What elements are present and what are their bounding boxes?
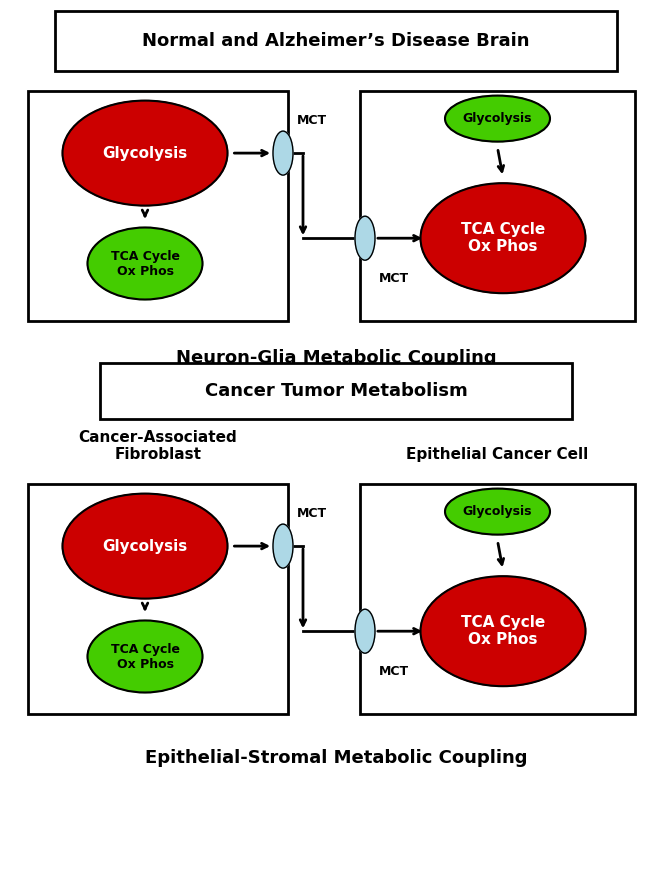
Text: Glycolysis: Glycolysis [463, 112, 532, 125]
Ellipse shape [62, 494, 228, 599]
FancyBboxPatch shape [55, 11, 617, 71]
Text: TCA Cycle
Ox Phos: TCA Cycle Ox Phos [461, 615, 545, 648]
Text: Cancer-Associated
Fibroblast: Cancer-Associated Fibroblast [79, 429, 237, 462]
Text: Normal and Alzheimer’s Disease Brain: Normal and Alzheimer’s Disease Brain [142, 32, 530, 50]
Text: Astrocyte: Astrocyte [117, 54, 200, 69]
Text: Glycolysis: Glycolysis [463, 505, 532, 518]
Ellipse shape [273, 524, 293, 568]
Text: MCT: MCT [379, 272, 409, 285]
FancyBboxPatch shape [28, 484, 288, 714]
Text: TCA Cycle
Ox Phos: TCA Cycle Ox Phos [110, 249, 179, 278]
Text: Epithelial-Stromal Metabolic Coupling: Epithelial-Stromal Metabolic Coupling [144, 749, 528, 767]
Ellipse shape [87, 228, 202, 299]
Ellipse shape [355, 216, 375, 260]
Text: Glycolysis: Glycolysis [102, 146, 187, 160]
Ellipse shape [273, 131, 293, 175]
Text: TCA Cycle
Ox Phos: TCA Cycle Ox Phos [110, 642, 179, 670]
FancyBboxPatch shape [28, 91, 288, 321]
Ellipse shape [87, 621, 202, 693]
Ellipse shape [421, 576, 585, 686]
Ellipse shape [445, 488, 550, 535]
Ellipse shape [355, 609, 375, 653]
Text: MCT: MCT [297, 114, 327, 127]
Text: Neuron: Neuron [466, 54, 529, 69]
Text: Epithelial Cancer Cell: Epithelial Cancer Cell [407, 447, 589, 462]
FancyBboxPatch shape [100, 363, 572, 419]
Ellipse shape [445, 96, 550, 142]
Text: Glycolysis: Glycolysis [102, 538, 187, 554]
Text: Cancer Tumor Metabolism: Cancer Tumor Metabolism [205, 382, 467, 400]
FancyBboxPatch shape [360, 484, 635, 714]
Text: Neuron-Glia Metabolic Coupling: Neuron-Glia Metabolic Coupling [175, 349, 497, 367]
Ellipse shape [62, 100, 228, 205]
Text: MCT: MCT [297, 507, 327, 520]
Text: MCT: MCT [379, 665, 409, 678]
Ellipse shape [421, 183, 585, 293]
FancyBboxPatch shape [360, 91, 635, 321]
Text: TCA Cycle
Ox Phos: TCA Cycle Ox Phos [461, 222, 545, 254]
